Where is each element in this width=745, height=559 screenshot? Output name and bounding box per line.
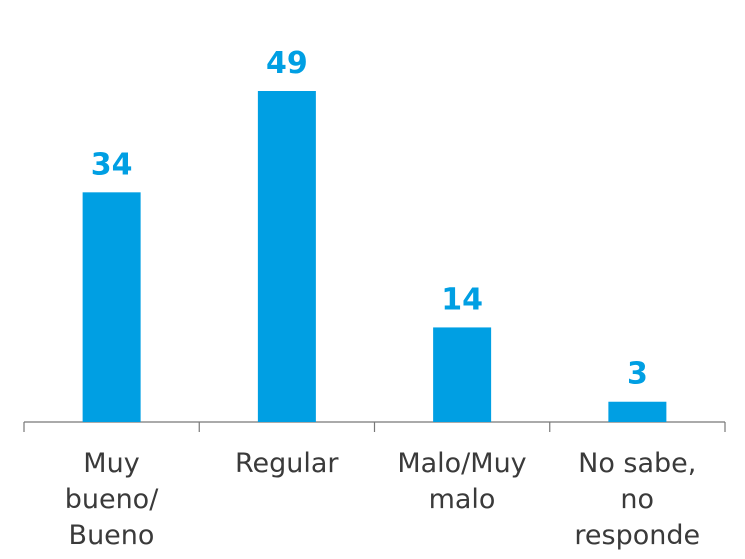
bar: [82, 192, 141, 422]
bar: [608, 401, 667, 422]
bar: [257, 91, 316, 422]
x-tick-label: Regular: [234, 448, 339, 479]
x-tick-label: Muy bueno/ Bueno: [64, 448, 159, 551]
value-label: 34: [91, 147, 133, 182]
x-tick-label: No sabe, no responde: [574, 448, 701, 551]
bar: [433, 327, 492, 422]
x-tick-label: Malo/Muy malo: [397, 448, 527, 515]
value-label: 3: [627, 357, 648, 392]
value-label: 49: [266, 46, 308, 81]
value-label: 14: [441, 282, 483, 317]
